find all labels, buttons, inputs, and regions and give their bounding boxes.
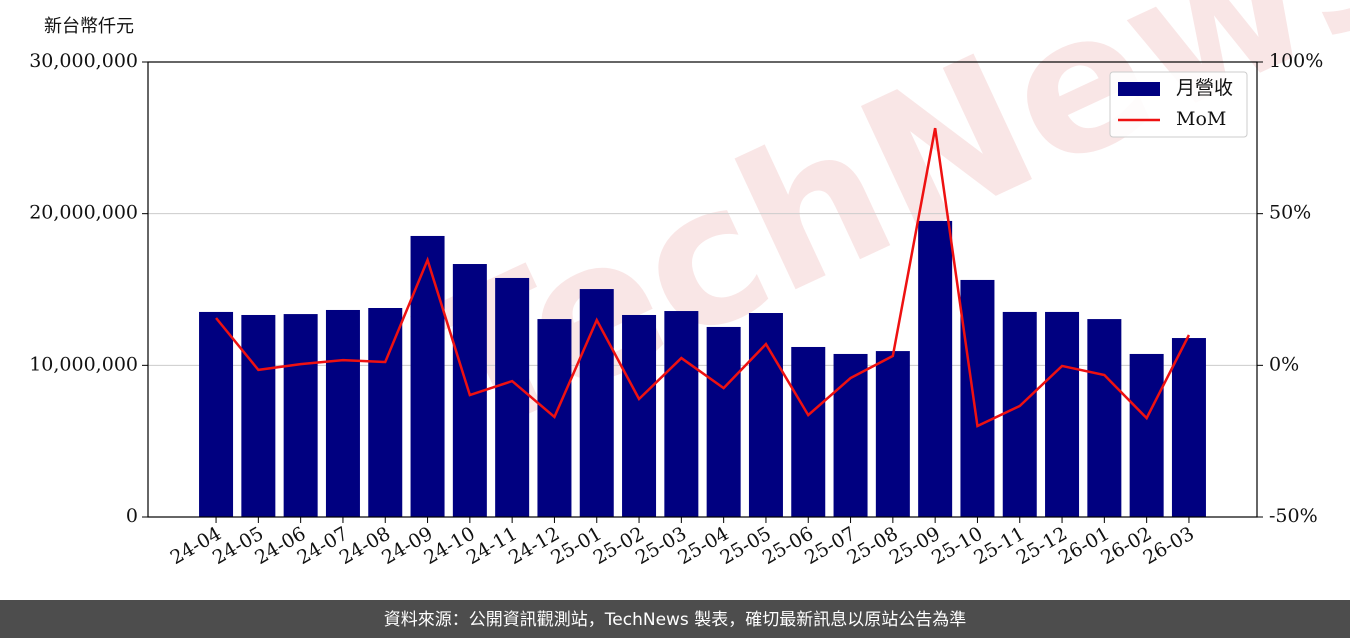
- bar: [1129, 353, 1164, 517]
- y-tick-label: 0: [126, 505, 138, 527]
- y-tick-label: 10,000,000: [29, 353, 138, 375]
- y2-tick-label: 50%: [1269, 202, 1311, 224]
- bar: [664, 311, 699, 517]
- bar: [833, 353, 868, 517]
- bar: [325, 309, 360, 517]
- bar: [410, 235, 445, 517]
- y-axis-label: 新台幣仟元: [44, 16, 134, 37]
- bar: [706, 326, 741, 517]
- footer: 資料來源：公開資訊觀測站，TechNews 製表，確切最新訊息以原站公告為準: [384, 610, 966, 630]
- y2-tick-label: -50%: [1269, 505, 1318, 527]
- legend-label: MoM: [1176, 108, 1226, 130]
- bar: [1171, 338, 1206, 517]
- legend-swatch: [1118, 82, 1160, 96]
- bar: [199, 311, 234, 517]
- bar: [283, 314, 318, 517]
- bar: [495, 277, 530, 517]
- bar: [875, 351, 910, 517]
- line: [215, 127, 1191, 428]
- y2-tick-label: 0%: [1269, 353, 1299, 375]
- bar: [748, 313, 783, 517]
- bar: [960, 279, 995, 517]
- y2-tick-label: 100%: [1269, 50, 1323, 72]
- bar: [791, 346, 826, 517]
- bar: [1002, 311, 1037, 517]
- bar: [1087, 319, 1122, 517]
- plot-frame: [147, 61, 1258, 518]
- bar: [918, 220, 953, 518]
- bar: [622, 314, 657, 517]
- bar: [368, 308, 403, 517]
- bar: [579, 289, 614, 517]
- bar: [1045, 311, 1080, 517]
- y-tick-label: 20,000,000: [29, 202, 138, 224]
- bar: [241, 314, 276, 517]
- footer-bar: [0, 600, 1350, 638]
- y-tick-label: 30,000,000: [29, 50, 138, 72]
- legend-label: 月營收: [1176, 77, 1233, 99]
